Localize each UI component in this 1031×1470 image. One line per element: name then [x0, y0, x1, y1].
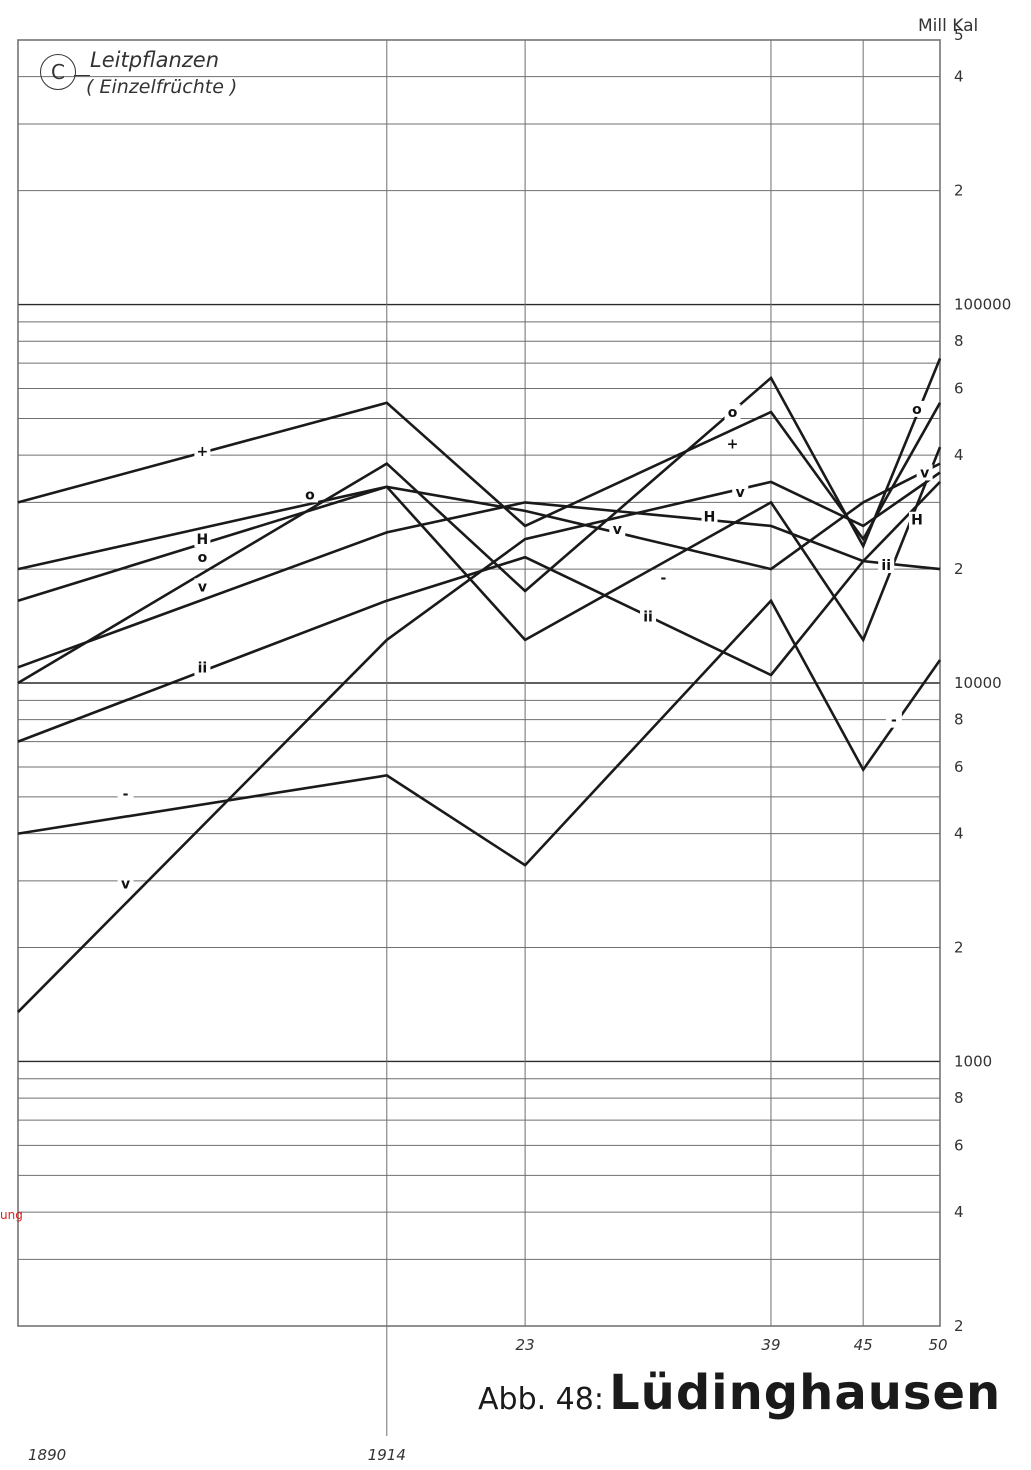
legend-connector: [74, 75, 90, 76]
series-marker-7: ii: [198, 660, 208, 676]
marker-gap: [194, 531, 211, 548]
x-tick-label: 23: [516, 1336, 535, 1354]
legend-line-2: ( Einzelfrüchte ): [86, 76, 238, 98]
y-tick-label: 2: [954, 560, 964, 578]
y-unit-label: Mill Kal: [918, 16, 979, 36]
y-tick-label: 6: [954, 758, 964, 776]
marker-gap: [609, 521, 626, 538]
y-tick-label: 2: [954, 182, 964, 200]
legend-line-1: Leitpflanzen: [90, 48, 220, 72]
y-tick-label: 6: [954, 1136, 964, 1154]
legend-circle-letter: C: [40, 54, 76, 90]
series-marker-4: v: [121, 877, 130, 893]
series-marker-7: ii: [881, 558, 891, 574]
series-marker-2: o: [198, 550, 208, 566]
marker-gap: [301, 486, 318, 503]
marker-gap: [701, 508, 718, 525]
marker-gap: [194, 443, 211, 460]
series-line-6: [17, 480, 941, 669]
series-line-4: [17, 471, 941, 1014]
marker-gap: [908, 400, 925, 417]
headline-place: Lüdinghausen: [609, 1365, 1002, 1421]
marker-gap: [117, 875, 134, 892]
series-marker-8: -: [123, 787, 129, 803]
y-tick-label: 6: [954, 379, 964, 397]
marker-gap: [194, 659, 211, 676]
y-tick-label: 4: [954, 1203, 964, 1221]
y-tick-label: 8: [954, 711, 964, 729]
series-lines: [17, 358, 942, 1014]
marker-gap: [724, 435, 741, 452]
x-tick-label: 39: [761, 1336, 780, 1354]
y-tick-label: 4: [954, 68, 964, 86]
marker-gap: [194, 578, 211, 595]
series-line-2: [17, 358, 942, 685]
series-marker-3: H: [911, 513, 923, 529]
marker-gap: [655, 569, 672, 586]
y-tick-label: 8: [954, 1089, 964, 1107]
marker-gap: [732, 483, 749, 500]
series-marker-5: o: [305, 487, 315, 503]
y-tick-label: 4: [954, 446, 964, 464]
x-tick-labels: 1890 1914 23 39 45 50: [28, 1336, 948, 1464]
series-marker-6: v: [613, 522, 622, 538]
series-line-7: [17, 555, 941, 743]
y-tick-label: 8: [954, 332, 964, 350]
marker-gap: [908, 511, 925, 528]
y-tick-label: 5: [954, 26, 964, 44]
x-tick-label: 45: [854, 1336, 873, 1354]
series-marker-1: +: [197, 444, 209, 460]
marker-gap: [878, 557, 895, 574]
marker-gap: [117, 785, 134, 802]
y-tick-label: 1000: [954, 1052, 992, 1070]
figure-headline: Abb. 48: Lüdinghausen: [478, 1365, 1001, 1421]
x-tick-label: 50: [928, 1336, 947, 1354]
series-line-3: [17, 446, 942, 643]
x-tick-label: 1890: [28, 1446, 66, 1464]
marker-gap: [640, 608, 657, 625]
series-line-8: [17, 598, 942, 867]
headline-prefix: Abb. 48:: [478, 1382, 604, 1417]
y-tick-label: 100000: [954, 296, 1011, 314]
marker-gap: [724, 404, 741, 421]
chart-grid: [17, 39, 941, 1436]
series-marker-3: H: [704, 510, 716, 526]
marker-gap: [885, 711, 902, 728]
series-marker-8: -: [660, 571, 666, 587]
series-marker-7: ii: [643, 609, 653, 625]
series-marker-2: o: [912, 402, 922, 418]
y-tick-label: 4: [954, 825, 964, 843]
side-note: ung: [0, 1208, 23, 1222]
y-tick-label: 10000: [954, 674, 1002, 692]
series-marker-4: v: [920, 465, 929, 481]
x-tick-label: 1914: [368, 1446, 406, 1464]
series-line-1: [17, 401, 942, 542]
series-marker-1: +: [727, 436, 739, 452]
series-marker-8: -: [891, 713, 897, 729]
series-marker-6: v: [198, 579, 207, 595]
marker-gap: [916, 464, 933, 481]
y-tick-label: 2: [954, 939, 964, 957]
y-tick-labels: 5 4 2 100000 8 6 4 2 10000 8 6 4 2 1000 8 6 4 2: [954, 26, 1011, 1335]
series-marker-3: H: [197, 532, 209, 548]
series-line-5: [17, 462, 941, 602]
series-marker-2: o: [728, 405, 738, 421]
y-tick-label: 2: [954, 1317, 964, 1335]
marker-gap: [194, 549, 211, 566]
series-marker-4: v: [736, 485, 745, 501]
